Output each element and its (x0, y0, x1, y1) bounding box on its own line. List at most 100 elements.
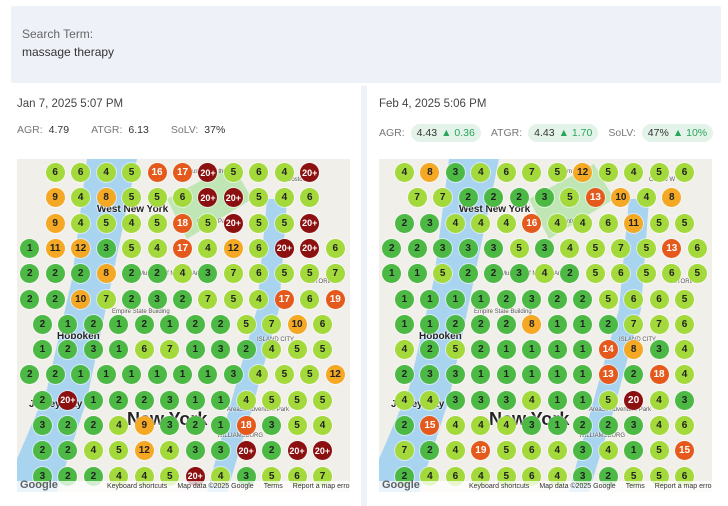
rank-pin[interactable]: 4 (313, 416, 333, 435)
rank-pin[interactable]: 3 (484, 238, 504, 258)
rank-pin[interactable]: 7 (325, 264, 345, 284)
rank-pin[interactable]: 7 (624, 314, 644, 334)
rank-pin[interactable]: 1 (96, 365, 116, 385)
rank-pin[interactable]: 2 (185, 314, 205, 334)
rank-pin[interactable]: 4 (624, 163, 644, 182)
rank-pin[interactable]: 7 (223, 264, 243, 284)
rank-pin[interactable]: 2 (45, 264, 65, 284)
rank-pin[interactable]: 4 (675, 340, 695, 360)
rank-pin[interactable]: 3 (675, 390, 695, 410)
rank-pin[interactable]: 3 (433, 238, 453, 258)
rank-pin[interactable]: 7 (160, 340, 180, 360)
rank-pin[interactable]: 8 (522, 314, 542, 334)
rank-pin[interactable]: 2 (109, 390, 129, 410)
rank-pin[interactable]: 5 (496, 466, 516, 486)
rank-pin[interactable]: 2 (83, 466, 103, 486)
rank-pin[interactable]: 5 (122, 238, 142, 258)
rank-pin[interactable]: 2 (58, 416, 78, 435)
rank-pin[interactable]: 13 (585, 188, 605, 208)
rank-pin[interactable]: 20+ (300, 213, 320, 233)
rank-pin[interactable]: 4 (122, 213, 142, 233)
rank-pin[interactable]: 20+ (274, 238, 294, 258)
rank-pin[interactable]: 4 (420, 466, 440, 486)
rank-pin[interactable]: 6 (598, 213, 618, 233)
rank-pin[interactable]: 2 (134, 390, 154, 410)
rank-pin[interactable]: 6 (313, 314, 333, 334)
rank-pin[interactable]: 2 (420, 340, 440, 360)
rank-pin[interactable]: 14 (598, 340, 618, 360)
rank-pin[interactable]: 5 (274, 264, 294, 284)
rank-pin[interactable]: 3 (522, 289, 542, 309)
rank-pin[interactable]: 6 (675, 163, 695, 182)
rank-pin[interactable]: 1 (573, 365, 593, 385)
rank-pin[interactable]: 5 (445, 340, 465, 360)
rank-pin[interactable]: 4 (445, 213, 465, 233)
rank-pin[interactable]: 2 (173, 289, 192, 309)
rank-pin[interactable]: 6 (522, 441, 542, 461)
rank-pin[interactable]: 8 (96, 188, 116, 208)
rank-pin[interactable]: 2 (382, 238, 402, 258)
rank-pin[interactable]: 6 (649, 289, 669, 309)
rank-pin[interactable]: 5 (300, 264, 320, 284)
rank-pin[interactable]: 1 (522, 340, 542, 360)
rank-pin[interactable]: 2 (394, 365, 414, 385)
rank-pin[interactable]: 2 (547, 289, 567, 309)
rank-pin[interactable]: 3 (535, 188, 554, 208)
rank-pin[interactable]: 2 (83, 416, 103, 435)
rank-pin[interactable]: 19 (325, 289, 345, 309)
rank-pin[interactable]: 3 (509, 264, 529, 284)
keyboard-shortcuts-link[interactable]: Keyboard shortcuts (469, 483, 530, 490)
rank-pin[interactable]: 1 (445, 289, 465, 309)
rank-pin[interactable]: 1 (211, 416, 231, 435)
rank-pin[interactable]: 3 (211, 441, 231, 461)
rank-pin[interactable]: 4 (496, 416, 516, 435)
rank-pin[interactable]: 6 (496, 163, 516, 182)
rank-pin[interactable]: 2 (58, 441, 78, 461)
rank-pin[interactable]: 6 (675, 416, 695, 435)
rank-pin[interactable]: 7 (96, 289, 116, 309)
rank-pin[interactable]: 6 (687, 238, 707, 258)
rank-pin[interactable]: 6 (71, 163, 91, 182)
rank-pin[interactable]: 5 (649, 441, 669, 461)
rank-pin[interactable]: 15 (420, 416, 440, 435)
rank-pin[interactable]: 20+ (223, 188, 243, 208)
rank-pin[interactable]: 6 (675, 466, 695, 486)
rank-pin[interactable]: 7 (407, 188, 427, 208)
rank-pin[interactable]: 11 (45, 238, 65, 258)
rank-pin[interactable]: 5 (262, 390, 282, 410)
rank-pin[interactable]: 5 (109, 441, 129, 461)
rank-pin[interactable]: 5 (300, 365, 320, 385)
rank-pin[interactable]: 2 (624, 365, 644, 385)
rank-pin[interactable]: 4 (420, 390, 440, 410)
rank-pin[interactable]: 3 (83, 340, 103, 360)
rank-pin[interactable]: 7 (649, 314, 669, 334)
rank-pin[interactable]: 1 (185, 390, 205, 410)
rank-pin[interactable]: 5 (649, 163, 669, 182)
rank-pin[interactable]: 4 (96, 163, 116, 182)
rank-pin[interactable]: 1 (122, 365, 142, 385)
rank-pin[interactable]: 2 (32, 314, 52, 334)
rank-pin[interactable]: 5 (649, 466, 669, 486)
rank-pin[interactable]: 2 (420, 441, 440, 461)
terms-link[interactable]: Terms (263, 483, 283, 490)
rank-pin[interactable]: 7 (433, 188, 453, 208)
rank-pin[interactable]: 8 (420, 163, 440, 182)
rank-pin[interactable]: 18 (173, 213, 192, 233)
rank-pin[interactable]: 2 (471, 314, 491, 334)
rank-pin[interactable]: 1 (20, 238, 40, 258)
rank-pin[interactable]: 1 (547, 416, 567, 435)
rank-pin[interactable]: 9 (45, 213, 65, 233)
rank-pin[interactable]: 7 (522, 163, 542, 182)
rank-pin[interactable]: 20+ (287, 441, 307, 461)
rank-pin[interactable]: 2 (471, 340, 491, 360)
rank-pin[interactable]: 2 (407, 238, 427, 258)
rank-pin[interactable]: 4 (636, 188, 656, 208)
rank-pin[interactable]: 7 (198, 289, 218, 309)
rank-pin[interactable]: 1 (109, 314, 129, 334)
rank-pin[interactable]: 3 (160, 416, 180, 435)
rank-pin[interactable]: 2 (20, 365, 40, 385)
rank-pin[interactable]: 2 (45, 365, 65, 385)
rank-pin[interactable]: 17 (173, 163, 192, 182)
rank-pin[interactable]: 1 (547, 365, 567, 385)
rank-pin[interactable]: 1 (198, 365, 218, 385)
